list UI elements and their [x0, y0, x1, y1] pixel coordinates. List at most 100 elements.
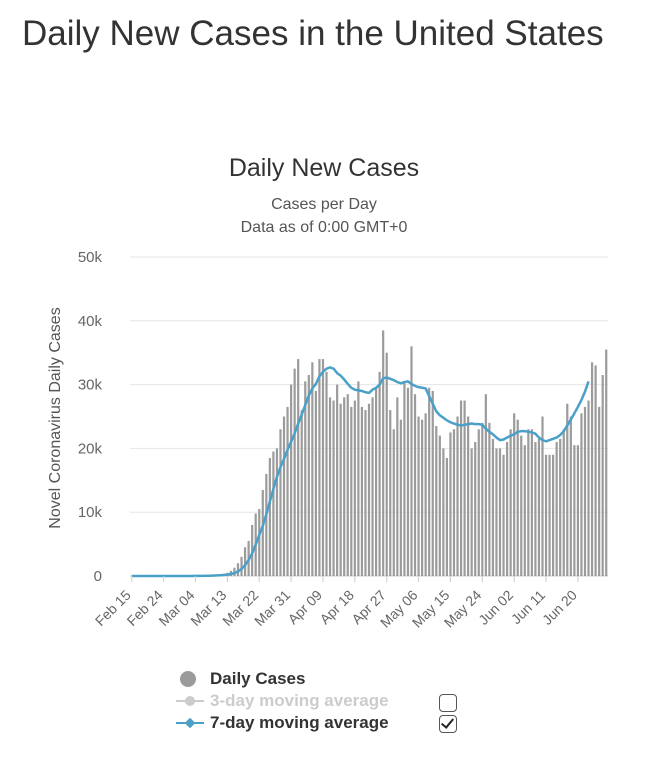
line-7-day-average[interactable] [131, 366, 590, 578]
bar[interactable] [339, 403, 342, 576]
bar[interactable] [364, 410, 367, 576]
bar[interactable] [590, 362, 594, 576]
bar[interactable] [573, 445, 576, 576]
bar[interactable] [321, 359, 325, 576]
bar[interactable] [413, 394, 417, 576]
bar[interactable] [311, 362, 314, 576]
moving-average-series[interactable] [131, 366, 590, 578]
bar[interactable] [583, 406, 587, 576]
legend-item-daily-cases[interactable]: Daily Cases [176, 668, 496, 690]
bar[interactable] [243, 547, 247, 576]
bar[interactable] [474, 442, 477, 576]
bar[interactable] [537, 438, 541, 576]
bar[interactable] [580, 413, 583, 576]
bar[interactable] [272, 451, 275, 576]
bar[interactable] [424, 413, 427, 576]
bar[interactable] [428, 387, 431, 576]
bar[interactable] [566, 403, 569, 576]
bar[interactable] [481, 422, 484, 576]
bar[interactable] [406, 387, 410, 576]
bar[interactable] [290, 384, 293, 576]
legend-item-7-day-average[interactable]: 7-day moving average [176, 712, 496, 734]
bar[interactable] [399, 419, 402, 576]
bar[interactable] [343, 397, 346, 576]
bar[interactable] [357, 381, 360, 576]
bar[interactable] [598, 406, 601, 576]
bar-series[interactable] [180, 330, 608, 577]
bar[interactable] [403, 381, 406, 576]
bar[interactable] [484, 394, 487, 576]
bar[interactable] [491, 438, 495, 576]
bar[interactable] [605, 349, 608, 576]
bar[interactable] [417, 416, 420, 577]
bar[interactable] [421, 419, 424, 576]
bar[interactable] [534, 442, 537, 576]
bar[interactable] [498, 448, 502, 576]
legend-item-3-day-average[interactable]: 3-day moving average [176, 690, 496, 712]
bar[interactable] [544, 454, 548, 576]
bar[interactable] [520, 435, 523, 576]
bar[interactable] [594, 365, 597, 576]
bar[interactable] [569, 416, 572, 577]
bar[interactable] [297, 359, 300, 576]
bar[interactable] [307, 375, 310, 576]
bar[interactable] [265, 473, 268, 576]
bar[interactable] [587, 400, 590, 576]
bar[interactable] [502, 454, 505, 576]
bar[interactable] [353, 400, 356, 576]
bar[interactable] [378, 371, 381, 576]
bar[interactable] [279, 429, 282, 576]
bar[interactable] [562, 429, 565, 576]
bar[interactable] [304, 381, 307, 576]
bar[interactable] [371, 397, 374, 576]
bar[interactable] [360, 406, 364, 576]
bar[interactable] [385, 352, 388, 576]
bar[interactable] [555, 442, 558, 576]
bar[interactable] [527, 429, 530, 576]
bar[interactable] [452, 429, 456, 576]
bar[interactable] [459, 400, 463, 576]
bar[interactable] [467, 416, 470, 577]
bar[interactable] [389, 410, 392, 576]
bar[interactable] [328, 397, 332, 576]
bar[interactable] [477, 429, 480, 576]
bar[interactable] [488, 422, 491, 576]
bar[interactable] [410, 346, 413, 576]
bar[interactable] [445, 457, 448, 576]
bar[interactable] [367, 403, 371, 576]
bar[interactable] [505, 442, 509, 576]
bar[interactable] [275, 448, 279, 576]
bar[interactable] [350, 406, 353, 576]
checkbox-3-day-average[interactable] [439, 694, 457, 712]
bar[interactable] [530, 429, 533, 576]
bar[interactable] [470, 448, 473, 576]
bar[interactable] [541, 416, 544, 577]
bar[interactable] [548, 454, 551, 576]
bar[interactable] [463, 400, 466, 576]
bar[interactable] [513, 413, 516, 576]
bar[interactable] [286, 406, 289, 576]
bar[interactable] [435, 426, 438, 576]
bar[interactable] [374, 387, 378, 576]
bar[interactable] [431, 390, 434, 576]
bar[interactable] [268, 457, 271, 576]
bar[interactable] [346, 394, 349, 576]
bar[interactable] [392, 429, 395, 576]
bar[interactable] [318, 359, 321, 576]
bar[interactable] [236, 563, 240, 576]
bar[interactable] [332, 400, 335, 576]
bar[interactable] [495, 448, 498, 576]
bar[interactable] [576, 445, 580, 576]
bar[interactable] [438, 435, 441, 576]
bar[interactable] [325, 371, 328, 576]
checkbox-7-day-average[interactable] [439, 715, 457, 733]
bar[interactable] [523, 445, 526, 576]
bar[interactable] [509, 429, 512, 576]
bar[interactable] [442, 448, 445, 576]
bar[interactable] [261, 489, 264, 576]
bar[interactable] [516, 419, 519, 576]
bar[interactable] [282, 416, 286, 577]
bar[interactable] [300, 410, 303, 576]
bar[interactable] [559, 438, 562, 576]
bar[interactable] [293, 368, 296, 576]
